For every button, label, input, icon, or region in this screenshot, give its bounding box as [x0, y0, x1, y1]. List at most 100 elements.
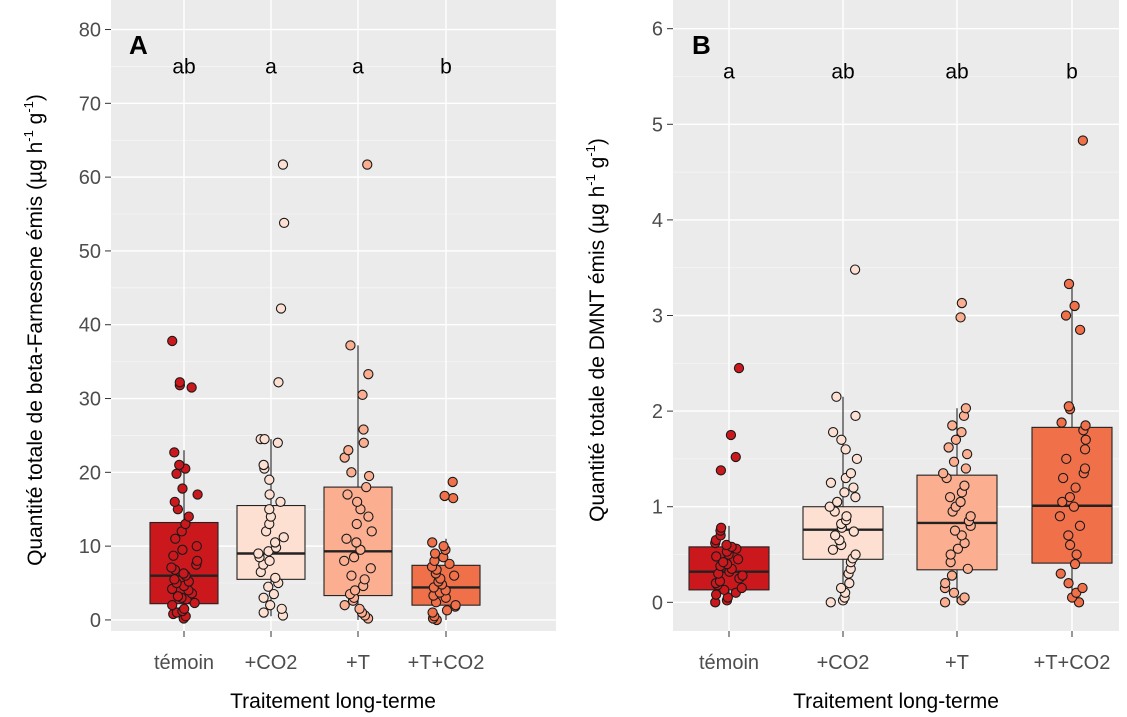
data-point — [253, 548, 264, 559]
data-point — [1068, 501, 1080, 512]
data-point — [444, 558, 455, 569]
panel-a-y-ticks: 0 10 20 30 40 50 60 70 80 — [79, 20, 111, 632]
significance-letter: b — [1066, 61, 1078, 84]
data-point — [269, 537, 281, 548]
data-point — [171, 468, 182, 479]
y-tick-label: 20 — [79, 462, 101, 484]
panel-b-points — [710, 135, 1091, 608]
panel-b-y-axis-title-main: Quantité totale de DMNT émis (µg h — [586, 186, 609, 522]
data-point — [736, 582, 747, 594]
x-tick-label: +T — [346, 652, 370, 674]
data-point — [1077, 582, 1088, 594]
panel-a-y-axis-title-sup-1: -1 — [21, 130, 36, 142]
data-point — [174, 377, 185, 388]
data-point — [272, 437, 283, 448]
data-point — [1063, 530, 1074, 541]
data-point — [1073, 597, 1085, 608]
panel-a-label: A — [129, 30, 148, 60]
data-point — [848, 482, 859, 493]
data-point — [450, 600, 461, 611]
data-point — [258, 459, 269, 471]
data-point — [278, 217, 290, 229]
data-point — [943, 442, 954, 453]
panel-b-y-axis-title-sup-1: -1 — [583, 174, 598, 186]
panel-a-y-axis-title: Quantité totale de beta-Farnesene émis (… — [21, 94, 47, 566]
data-point — [945, 549, 956, 560]
data-point — [441, 605, 453, 616]
data-point — [725, 429, 737, 441]
data-point — [166, 562, 177, 573]
data-point — [273, 377, 284, 388]
data-point — [959, 592, 970, 603]
panel-b-y-axis-title-end: ) — [586, 138, 609, 145]
y-tick-label: 1 — [652, 497, 663, 519]
data-point — [168, 550, 179, 561]
panel-b-x-ticks: témoin +CO2 +T +T+CO2 — [699, 631, 1110, 674]
data-point — [1080, 420, 1091, 431]
data-point — [264, 504, 275, 515]
panel-b-y-axis-title-sup-2: -1 — [583, 145, 598, 157]
data-point — [438, 540, 449, 552]
data-point — [955, 496, 966, 508]
data-point — [177, 483, 188, 494]
x-tick-label: +T — [945, 652, 969, 674]
data-point — [258, 592, 269, 603]
x-tick-label: +CO2 — [245, 652, 298, 674]
data-point — [270, 572, 281, 584]
data-point — [349, 585, 361, 596]
data-point — [359, 574, 370, 585]
panel-b-grid — [673, 0, 1119, 631]
data-point — [960, 463, 972, 474]
y-tick-label: 6 — [652, 19, 663, 41]
data-point — [827, 544, 839, 555]
data-point — [849, 264, 861, 275]
data-point — [831, 391, 842, 402]
data-point — [339, 555, 350, 567]
data-point — [1064, 539, 1076, 551]
panel-a-x-ticks: témoin +CO2 +T +T+CO2 — [154, 631, 484, 674]
data-point — [952, 543, 964, 554]
panel-b-boxplots — [688, 283, 1113, 603]
data-point — [718, 557, 729, 568]
data-point — [169, 496, 180, 507]
data-point — [1064, 492, 1076, 503]
data-point — [439, 490, 450, 502]
data-point — [354, 603, 365, 615]
panel-b-x-axis-title: Traitement long-terme — [793, 690, 999, 713]
data-point — [827, 426, 839, 438]
panel-b-y-ticks: 0 1 2 3 4 5 6 — [652, 19, 673, 614]
data-point — [938, 468, 949, 479]
data-point — [341, 533, 352, 544]
data-point — [258, 607, 269, 618]
data-point — [275, 303, 287, 314]
data-point — [1079, 463, 1091, 474]
data-point — [365, 563, 376, 574]
data-point — [363, 470, 375, 482]
data-point — [956, 297, 968, 309]
data-point — [259, 433, 270, 445]
data-point — [427, 537, 438, 548]
data-point — [1054, 511, 1066, 522]
data-point — [167, 335, 178, 347]
data-point — [848, 526, 859, 537]
data-point — [363, 511, 374, 522]
data-point — [956, 426, 967, 438]
data-point — [362, 159, 373, 170]
y-tick-label: 0 — [90, 610, 101, 632]
data-point — [1061, 453, 1072, 465]
data-point — [1070, 482, 1081, 493]
data-point — [1079, 444, 1091, 455]
panel-a-y-axis-title-sup-2: -1 — [21, 101, 36, 113]
data-point — [186, 382, 197, 393]
data-point — [263, 581, 274, 592]
data-point — [169, 447, 180, 458]
data-point — [850, 492, 861, 503]
data-point — [841, 511, 852, 522]
data-point — [721, 539, 732, 551]
panel-a-y-axis-title-main: Quantité totale de beta-Farnesene émis (… — [24, 142, 47, 566]
y-tick-label: 5 — [652, 114, 663, 136]
data-point — [174, 459, 185, 471]
significance-letter: a — [352, 55, 364, 78]
